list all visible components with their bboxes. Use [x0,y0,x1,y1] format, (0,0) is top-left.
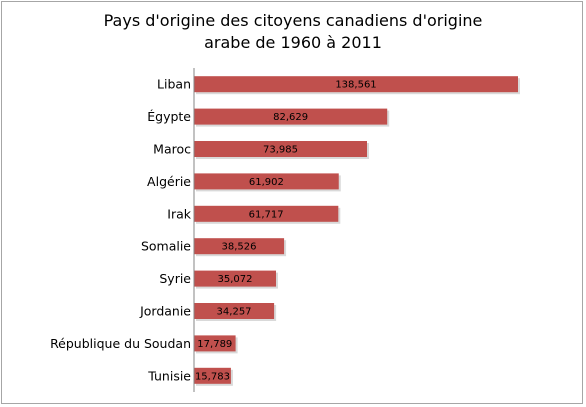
category-label: Algérie [147,174,191,189]
value-label: 82,629 [273,112,308,123]
chart-title-line-1: Pays d'origine des citoyens canadiens d'… [103,11,483,30]
chart-title-line-2: arabe de 1960 à 2011 [204,33,382,52]
bar [194,141,368,157]
value-label: 61,717 [249,209,284,220]
bar [194,173,339,190]
value-label: 73,985 [263,145,298,156]
category-label: Syrie [159,271,191,286]
category-label: Maroc [153,142,191,157]
bar [194,76,518,93]
value-label: 34,257 [217,307,252,318]
category-label: République du Soudan [50,336,191,351]
category-label: Irak [167,206,191,221]
category-label: Égypte [147,109,191,124]
value-label: 138,561 [335,80,376,91]
bar [194,335,236,352]
category-label: Liban [157,77,191,92]
bar [194,270,277,287]
bar [194,108,388,125]
category-label: Somalie [141,239,191,254]
category-label: Tunisie [147,368,191,383]
value-label: 35,072 [218,274,253,285]
bar [194,205,339,222]
bar [194,367,231,384]
value-label: 17,789 [197,339,232,350]
category-label: Jordanie [139,304,191,319]
chart-title: Pays d'origine des citoyens canadiens d'… [40,10,546,54]
bar [194,238,285,255]
value-label: 61,902 [249,177,284,188]
bar [194,303,275,319]
value-label: 15,783 [195,371,230,382]
value-label: 38,526 [222,242,257,253]
